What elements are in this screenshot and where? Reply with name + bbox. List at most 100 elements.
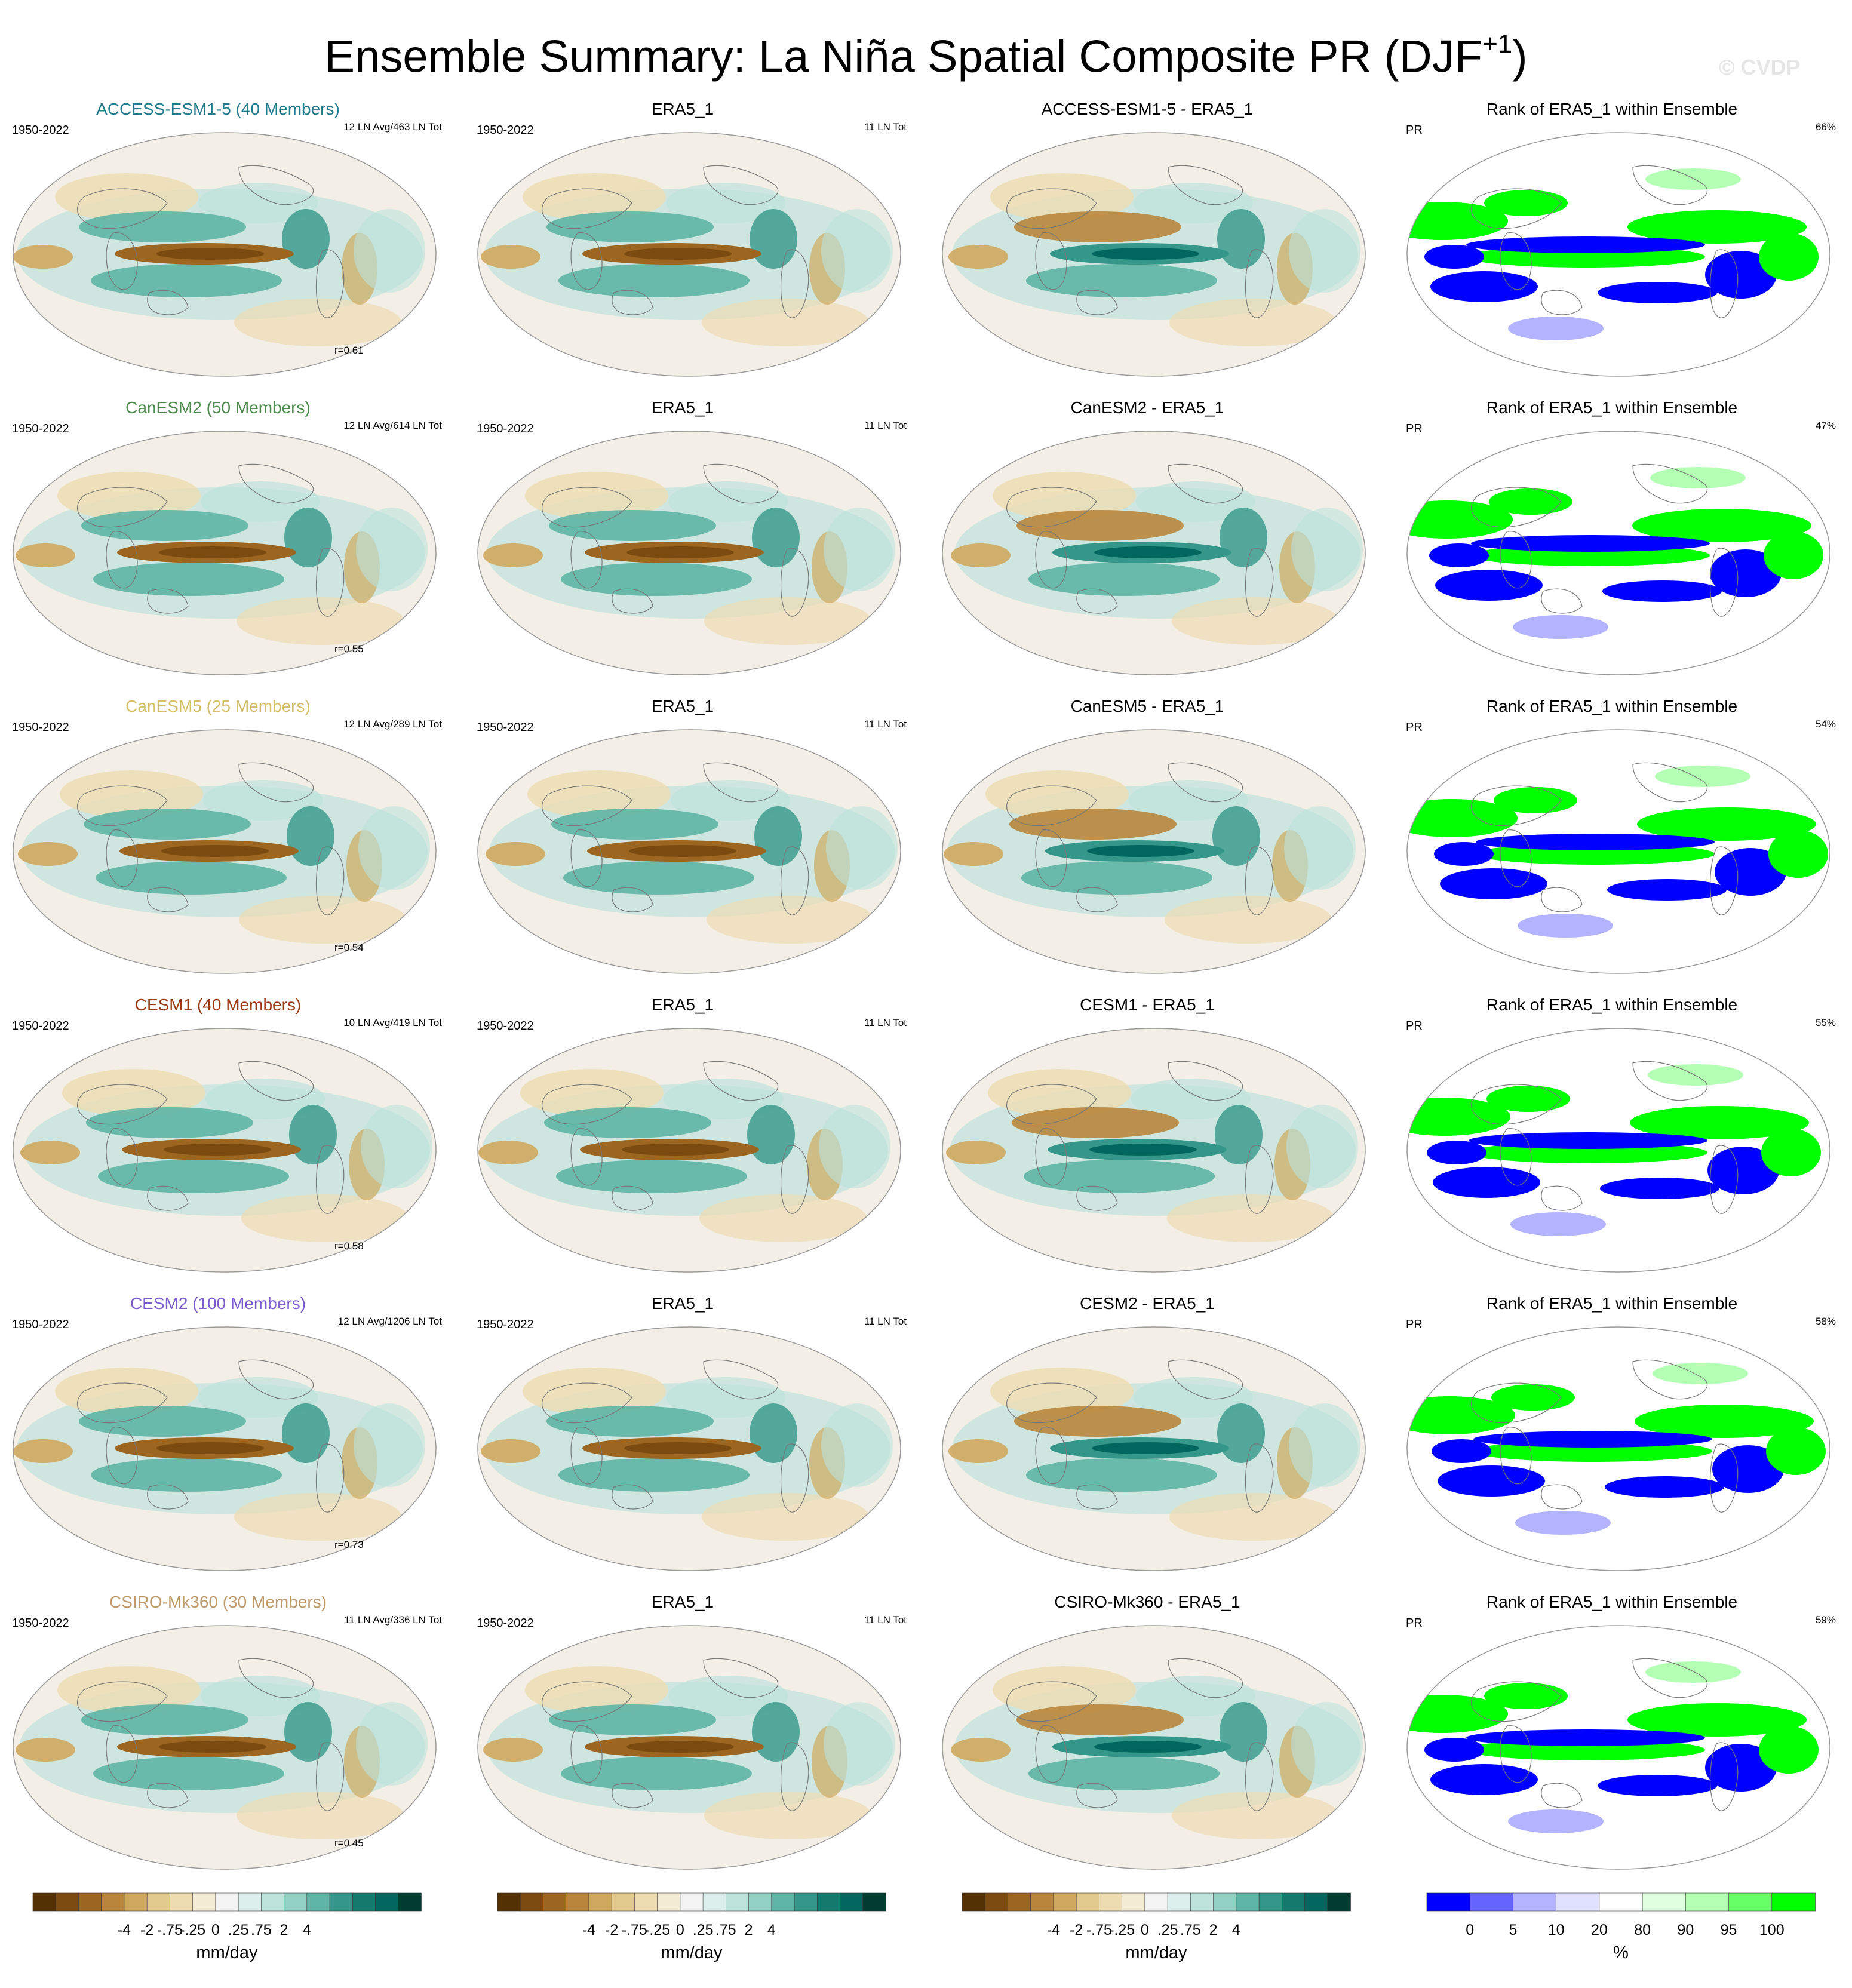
panel-rank-2: Rank of ERA5_1 within Ensemble PR 54%	[1394, 696, 1848, 994]
rank-region	[1435, 570, 1543, 601]
anomaly-region	[988, 1069, 1131, 1117]
rank-region	[1766, 1427, 1826, 1475]
anomaly-region	[1134, 183, 1253, 223]
colorbar-tick-label: 0	[1140, 1922, 1149, 1938]
anomaly-region	[993, 1666, 1136, 1714]
colorbar-swatches	[962, 1892, 1351, 1912]
map-border	[477, 1625, 901, 1870]
colorbar-swatch	[101, 1892, 125, 1912]
anomaly-region	[1217, 209, 1265, 269]
panel-model-1: CanESM2 (50 Members) 1950-2022 12 LN Avg/6…	[0, 397, 454, 696]
rank-region	[1598, 1775, 1717, 1796]
coastline	[1035, 1725, 1067, 1783]
colorbar-2: -4 -2 -.75 -.25 0 .25.75 2 4 mm/day	[959, 1892, 1353, 1975]
coastline	[1035, 829, 1067, 887]
anomaly-region	[1092, 248, 1199, 260]
colorbar-swatch	[1236, 1892, 1260, 1912]
colorbar-tick-label: .25	[1157, 1922, 1178, 1938]
coastline	[1500, 829, 1532, 887]
colorbar-swatch	[1122, 1892, 1145, 1912]
coastline	[1709, 846, 1739, 915]
coastline	[570, 232, 603, 290]
panel-title: Rank of ERA5_1 within Ensemble	[1486, 1593, 1738, 1611]
coastline	[1541, 290, 1583, 315]
coastline	[1168, 1359, 1243, 1400]
period-label: 1950-2022	[477, 1019, 534, 1033]
map-model	[13, 431, 437, 675]
colorbar-swatch	[238, 1892, 262, 1912]
rank-region	[1715, 848, 1786, 896]
anomaly-region	[752, 508, 800, 567]
colorbar-swatch	[398, 1892, 422, 1912]
rank-region	[1768, 830, 1828, 878]
event-count-label: 11 LN Tot	[864, 121, 907, 133]
pattern-correlation: r=0.54	[334, 942, 364, 953]
colorbar-swatch	[1513, 1892, 1557, 1912]
map-border	[942, 1625, 1366, 1870]
rank-region	[1430, 271, 1538, 302]
anomaly-region	[1092, 1442, 1199, 1454]
anomaly-region	[237, 1792, 404, 1839]
anomaly-region	[241, 1194, 409, 1242]
colorbar-tick-label: -4	[117, 1922, 131, 1938]
map-border	[1406, 1028, 1830, 1273]
colorbar-swatch	[375, 1892, 399, 1912]
anomaly-region	[86, 1107, 253, 1138]
anomaly-region	[13, 1439, 73, 1463]
coastline	[1632, 463, 1708, 504]
event-count-label: 12 LN Avg/289 LN Tot	[343, 718, 442, 730]
colorbar-swatch	[1281, 1892, 1306, 1912]
anomaly-region	[629, 845, 736, 857]
panel-title: ERA5_1	[651, 398, 714, 417]
anomaly-region	[707, 896, 874, 944]
anomaly-region	[1167, 1194, 1334, 1242]
map-diff	[942, 132, 1366, 377]
colorbar-swatches	[1426, 1892, 1816, 1912]
panel-obs-2: ERA5_1 1950-2022 11 LN Tot	[465, 696, 919, 994]
coastline	[238, 1658, 314, 1698]
map-rank	[1406, 132, 1830, 377]
anomaly-region	[622, 1144, 729, 1156]
map-border	[13, 1028, 437, 1273]
anomaly-region	[354, 1403, 425, 1487]
anomaly-region	[1087, 845, 1194, 857]
anomaly-region	[1028, 563, 1220, 596]
panel-title: ERA5_1	[651, 697, 714, 715]
panel-model-3: CESM1 (40 Members) 1950-2022 10 LN Avg/419…	[0, 994, 454, 1293]
coastline	[612, 887, 653, 912]
anomaly-region	[752, 1702, 800, 1762]
coastline	[1035, 232, 1067, 290]
anomaly-region	[990, 173, 1134, 221]
coastline	[1632, 762, 1708, 803]
anomaly-region	[1014, 211, 1181, 242]
coastline	[1076, 1783, 1118, 1808]
coastline	[1076, 290, 1118, 315]
map-model	[13, 132, 437, 377]
variable-label: PR	[1406, 1019, 1423, 1033]
colorbar-swatch	[146, 1892, 171, 1912]
colorbar-swatch	[1642, 1892, 1687, 1912]
colorbar-swatch	[566, 1892, 589, 1912]
coastline	[106, 232, 138, 290]
coastline	[1168, 165, 1243, 205]
anomaly-region	[525, 472, 668, 520]
colorbar-swatch	[1258, 1892, 1283, 1912]
anomaly-region	[754, 806, 802, 866]
anomaly-region	[1021, 861, 1212, 895]
percent-label: 58%	[1815, 1316, 1836, 1327]
percent-label: 47%	[1815, 420, 1836, 431]
colorbar-tick-label: -.25	[644, 1922, 671, 1938]
panel-title: Rank of ERA5_1 within Ensemble	[1486, 995, 1738, 1014]
anomaly-region	[558, 1458, 750, 1492]
colorbar-swatches	[32, 1892, 422, 1912]
coastline	[106, 829, 138, 887]
coastline	[1006, 1681, 1097, 1722]
coastline	[1541, 887, 1583, 912]
colorbar-swatch	[748, 1892, 772, 1912]
anomaly-region	[57, 1666, 201, 1714]
coastline	[1632, 1061, 1708, 1101]
coastline	[780, 1742, 809, 1811]
anomaly-region	[944, 842, 1003, 866]
colorbar-tick-label: -2	[605, 1922, 619, 1938]
colorbar-swatch	[215, 1892, 239, 1912]
